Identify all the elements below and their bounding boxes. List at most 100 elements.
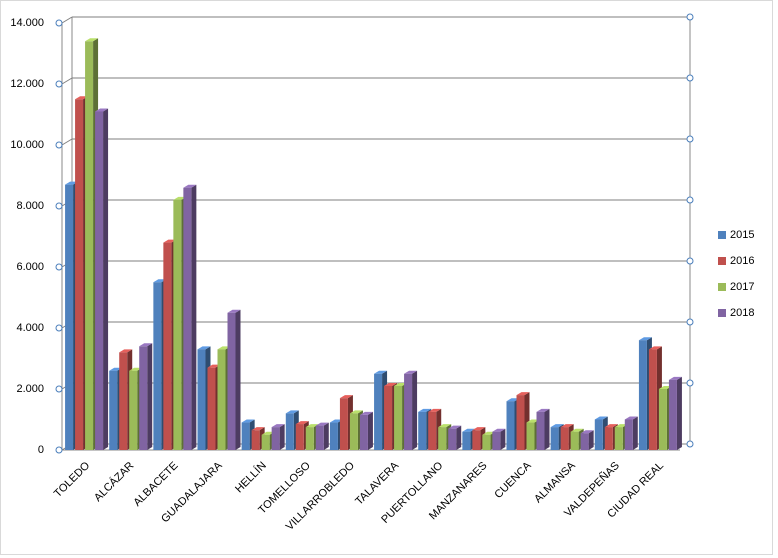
bar	[624, 419, 633, 450]
bar-top	[604, 424, 618, 428]
bar-top	[139, 343, 153, 347]
bar	[359, 414, 368, 450]
bar	[614, 427, 623, 450]
bar	[404, 373, 413, 450]
bar	[271, 427, 280, 450]
y-tick-label: 0	[38, 444, 44, 456]
bar	[241, 422, 250, 450]
bar-top	[648, 346, 662, 350]
legend-label: 2018	[730, 307, 754, 319]
bar-side	[323, 422, 329, 450]
bar-top	[359, 411, 373, 415]
bar	[285, 413, 294, 450]
legend-swatch	[718, 257, 726, 265]
bar-side	[632, 416, 638, 450]
bar-top	[550, 424, 564, 428]
bar-top	[506, 398, 520, 402]
bar-top	[404, 370, 418, 374]
bar	[472, 430, 481, 450]
bar	[95, 111, 104, 450]
bar-top	[329, 419, 343, 423]
bar-top	[119, 349, 133, 353]
bar-top	[261, 431, 275, 435]
bar	[526, 422, 535, 450]
bar	[261, 434, 270, 450]
bar-side	[500, 428, 506, 450]
bar	[251, 430, 260, 450]
bar-side	[279, 424, 285, 450]
bar-side	[367, 411, 373, 450]
bar-side	[147, 343, 153, 450]
axis-handle	[686, 13, 694, 21]
bar-top	[153, 279, 167, 283]
bar	[305, 427, 314, 450]
axis-handle	[55, 385, 63, 393]
axis-handle	[55, 324, 63, 332]
bar-top	[173, 196, 187, 200]
bar-top	[492, 428, 506, 432]
bar-side	[588, 430, 594, 450]
bar-side	[676, 376, 682, 450]
bar-side	[235, 309, 241, 450]
bar-top	[217, 346, 231, 350]
bar-top	[472, 427, 486, 431]
y-tick-label: 8.000	[16, 200, 44, 212]
bar	[580, 433, 589, 450]
bar-top	[183, 184, 197, 188]
bar	[65, 184, 74, 450]
bar-top	[394, 382, 408, 386]
axis-handle	[686, 196, 694, 204]
bar-top	[624, 416, 638, 420]
bar-top	[536, 408, 550, 412]
axis-handle	[55, 202, 63, 210]
bar-top	[580, 430, 594, 434]
bar	[173, 199, 182, 450]
bar-top	[374, 370, 388, 374]
bar-top	[227, 309, 241, 313]
bar	[183, 187, 192, 450]
bar-top	[349, 410, 363, 414]
bar	[506, 401, 515, 450]
bar	[604, 427, 613, 450]
bar	[560, 427, 569, 450]
bar-side	[191, 184, 197, 450]
bar-top	[95, 108, 109, 112]
bar	[516, 395, 525, 450]
y-tick-label: 2.000	[16, 383, 44, 395]
bar-top	[526, 419, 540, 423]
legend-label: 2016	[730, 255, 754, 267]
bar	[217, 349, 226, 450]
bar-top	[295, 421, 309, 425]
bar	[594, 419, 603, 450]
bar	[536, 411, 545, 450]
bar	[482, 434, 491, 450]
bar	[349, 413, 358, 450]
grid-line	[61, 138, 73, 146]
bar	[668, 379, 677, 450]
bar-top	[241, 419, 255, 423]
bar	[492, 431, 501, 450]
bar-top	[482, 431, 496, 435]
bar	[638, 340, 647, 450]
bar-top	[109, 367, 123, 371]
y-tick-label: 14.000	[10, 17, 44, 29]
bar	[550, 427, 559, 450]
bar	[197, 349, 206, 450]
bar-top	[668, 376, 682, 380]
bar	[418, 411, 427, 450]
bar-side	[103, 108, 109, 450]
axis-handle	[686, 440, 694, 448]
bar-top	[448, 425, 462, 429]
axis-handle	[686, 135, 694, 143]
bar	[648, 349, 657, 450]
axis-handle	[55, 141, 63, 149]
bar	[570, 431, 579, 450]
bar-top	[570, 428, 584, 432]
axis-handle	[686, 318, 694, 326]
bar-top	[339, 395, 353, 399]
bar	[207, 367, 216, 450]
bar	[75, 99, 84, 450]
y-tick-label: 10.000	[10, 139, 44, 151]
legend-swatch	[718, 283, 726, 291]
